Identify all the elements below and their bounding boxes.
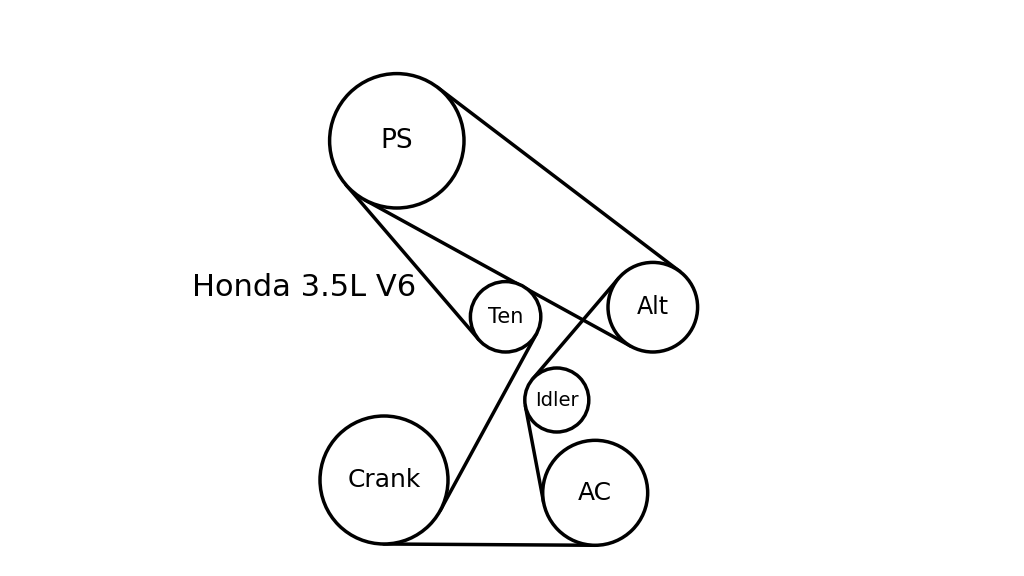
Text: AC: AC bbox=[579, 481, 612, 505]
Circle shape bbox=[470, 282, 541, 352]
Circle shape bbox=[543, 440, 648, 545]
Circle shape bbox=[330, 74, 464, 208]
Circle shape bbox=[524, 368, 589, 432]
Text: Honda 3.5L V6: Honda 3.5L V6 bbox=[193, 274, 416, 302]
Text: Ten: Ten bbox=[487, 307, 523, 327]
Text: Crank: Crank bbox=[347, 468, 421, 492]
Circle shape bbox=[608, 263, 697, 352]
Text: PS: PS bbox=[381, 128, 413, 154]
Text: Alt: Alt bbox=[637, 295, 669, 319]
Text: Idler: Idler bbox=[535, 391, 579, 410]
Circle shape bbox=[319, 416, 449, 544]
